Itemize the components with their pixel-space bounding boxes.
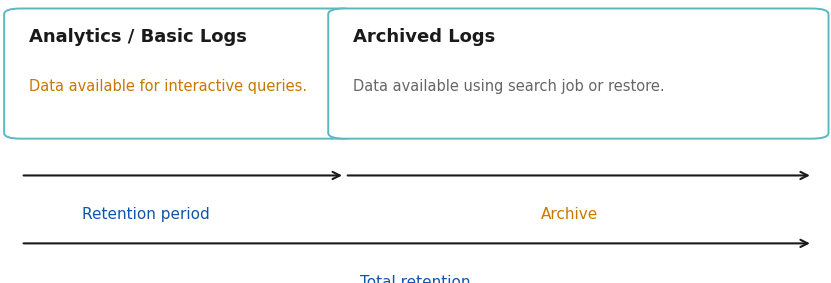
FancyBboxPatch shape [328, 8, 829, 139]
Text: Archived Logs: Archived Logs [353, 28, 495, 46]
Text: Archive: Archive [541, 207, 597, 222]
Text: Data available using search job or restore.: Data available using search job or resto… [353, 79, 665, 94]
Text: Analytics / Basic Logs: Analytics / Basic Logs [29, 28, 247, 46]
FancyBboxPatch shape [4, 8, 357, 139]
Text: Data available for interactive queries.: Data available for interactive queries. [29, 79, 307, 94]
Text: Total retention: Total retention [361, 275, 470, 283]
Text: Retention period: Retention period [81, 207, 209, 222]
